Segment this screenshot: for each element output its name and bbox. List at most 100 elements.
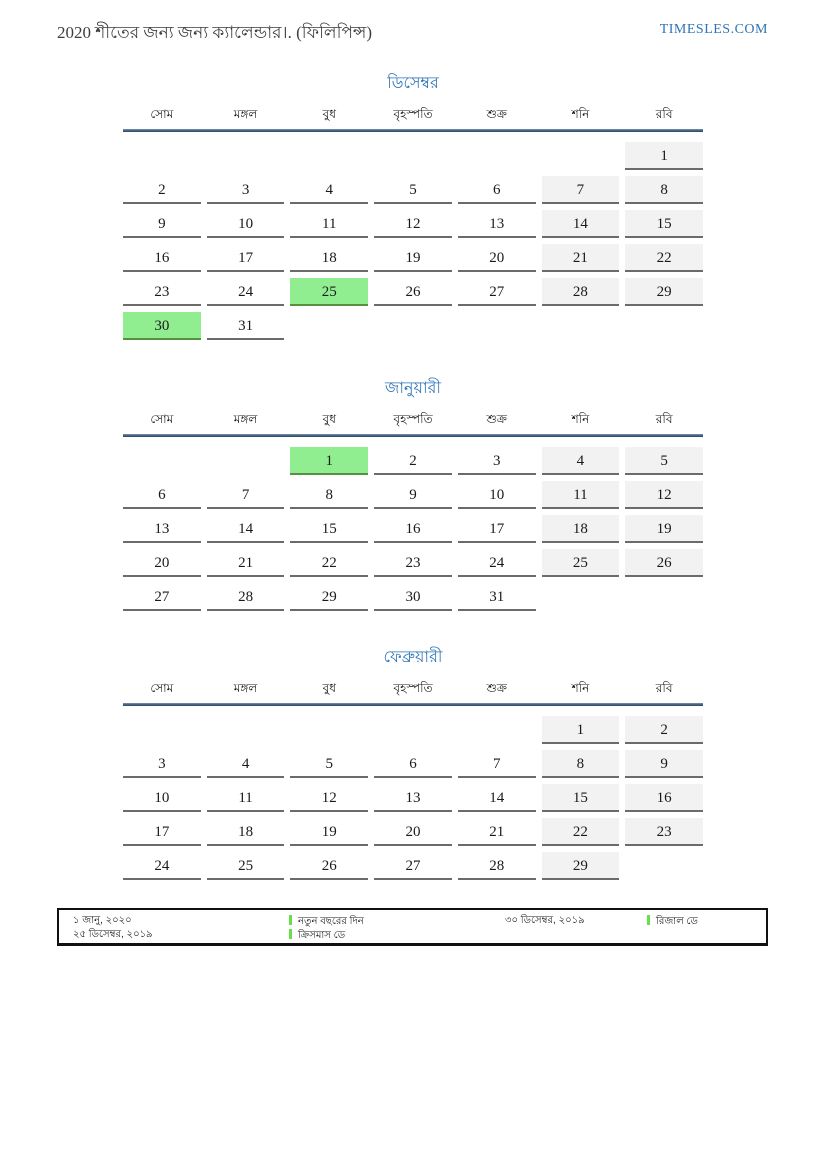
day-cell: 21 [541,244,620,272]
day-cell: 29 [625,278,703,306]
day-cell: 31 [457,583,536,611]
day-cell: 2 [123,176,201,204]
weekday-header: বৃহস্পতি [393,412,433,426]
day-cell: 1 [625,142,703,170]
empty-cell [207,142,285,170]
day-cell: 3 [206,176,285,204]
site-link[interactable]: TIMESLES.COM [659,22,768,37]
day-cell: 16 [123,244,201,272]
day-cell: 22 [290,549,369,577]
day-cell: 30 [123,312,201,340]
day-cell: 7 [206,481,285,509]
day-cell: 24 [123,852,201,880]
legend-label: নতুন বছরের দিন [298,916,364,927]
day-cell: 5 [625,447,703,475]
day-cell: 13 [374,784,452,812]
day-cell: 12 [374,210,452,238]
day-cell: 5 [374,176,452,204]
day-cell: 19 [290,818,369,846]
day-cell: 23 [374,549,452,577]
legend-entry: নতুন বছরের দিন [289,915,364,928]
weekday-header: মঙ্গল [233,107,258,121]
empty-cell [374,142,452,170]
day-cell: 19 [374,244,452,272]
day-cell: 4 [206,750,285,778]
day-cell: 14 [206,515,285,543]
empty-cell [207,716,285,744]
day-cell: 10 [457,481,536,509]
weekday-header: রবি [655,681,673,695]
day-cell: 15 [625,210,703,238]
weekday-row: সোম মঙ্গল বুধ বৃহস্পতি শুক্র শনি রবি [123,411,703,431]
day-cell: 16 [374,515,452,543]
day-cell: 23 [123,278,201,306]
weekday-header: বৃহস্পতি [393,107,433,121]
day-cell: 7 [457,750,536,778]
empty-cell [374,312,452,340]
weekday-rule [123,434,703,437]
empty-cell [207,447,285,475]
day-cell: 23 [625,818,703,846]
weekday-rule [123,129,703,132]
day-cell: 6 [374,750,452,778]
empty-cell [458,716,536,744]
day-cell: 12 [625,481,703,509]
day-cell: 6 [123,481,201,509]
day-cell: 28 [206,583,285,611]
legend-entry: ক্রিসমাস ডে [289,929,345,942]
day-cell: 19 [625,515,703,543]
day-cell: 11 [206,784,285,812]
empty-cell [123,447,201,475]
day-cell: 26 [290,852,369,880]
day-cell: 28 [457,852,536,880]
day-cell: 31 [206,312,285,340]
weekday-header: শুক্র [486,412,507,426]
day-cell: 13 [123,515,201,543]
weekday-header: শুক্র [486,107,507,121]
day-cell: 9 [374,481,452,509]
day-cell: 26 [374,278,452,306]
day-cell: 25 [290,278,369,306]
day-cell: 27 [457,278,536,306]
empty-cell [542,142,620,170]
day-cell: 1 [290,447,369,475]
holiday-marker-icon [289,929,292,939]
day-cell: 1 [541,716,620,744]
legend-date: ৩০ ডিসেম্বর, ২০১৯ [505,915,585,926]
weekday-header: মঙ্গল [233,412,258,426]
weekday-rule [123,703,703,706]
day-cell: 8 [625,176,703,204]
day-cell: 15 [541,784,620,812]
day-cell: 16 [625,784,703,812]
day-cell: 2 [625,716,703,744]
day-cell: 7 [541,176,620,204]
day-cell: 8 [541,750,620,778]
day-cell: 24 [206,278,285,306]
empty-cell [290,312,368,340]
holiday-marker-icon [647,915,650,925]
day-cell: 5 [290,750,369,778]
weekday-header: সোম [150,107,174,121]
empty-cell [458,312,536,340]
holiday-marker-icon [289,915,292,925]
day-cell: 9 [625,750,703,778]
empty-cell [542,583,620,611]
day-cell: 18 [541,515,620,543]
month-grid: 1 2 3 4 5 6 7 8 9 10 11 12 13 14 15 16 17 18 19 20 21 22 23 24 2… [123,716,703,880]
empty-cell [123,716,201,744]
day-cell: 3 [123,750,201,778]
day-cell: 28 [541,278,620,306]
day-cell: 14 [457,784,536,812]
day-cell: 3 [457,447,536,475]
day-cell: 18 [290,244,369,272]
day-cell: 20 [457,244,536,272]
empty-cell [374,716,452,744]
legend-entry: রিজাল ডে [647,915,698,928]
day-cell: 13 [457,210,536,238]
month-title: জানুয়ারী [385,380,441,397]
weekday-row: সোম মঙ্গল বুধ বৃহস্পতি শুক্র শনি রবি [123,106,703,126]
day-cell: 26 [625,549,703,577]
day-cell: 6 [457,176,536,204]
day-cell: 4 [290,176,369,204]
